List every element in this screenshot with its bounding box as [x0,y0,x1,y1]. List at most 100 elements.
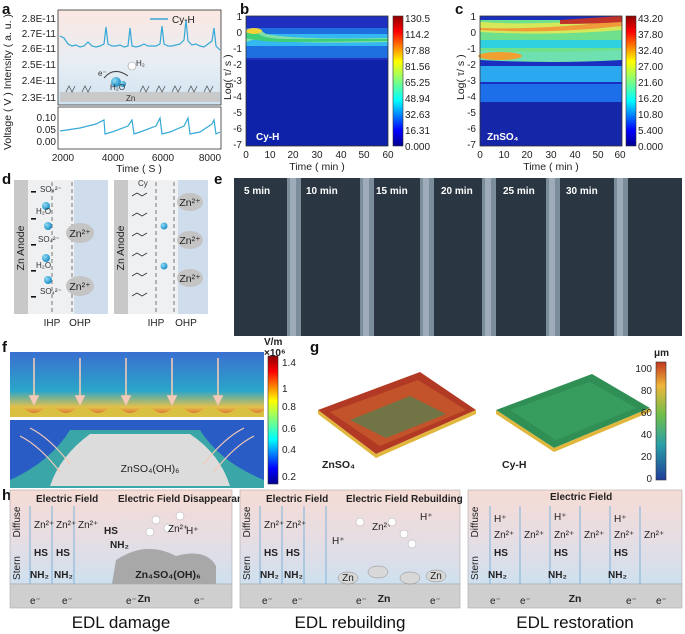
xtick: 6000 [152,153,175,164]
ytick: -3 [233,76,242,87]
inset-h2o: H₂O [110,83,125,92]
ohp-label: OHP [69,318,91,329]
ihp-label: IHP [148,318,165,329]
panel-e-micrographs: 5 min 10 min 15 min 20 min 25 min 30 min [234,178,682,336]
scale-g: 100 [635,364,652,375]
so4-label: SO₄²⁻ [38,235,60,244]
h-zn: Zn [138,593,151,605]
zn-ion: Zn²⁺ [179,235,201,247]
nh2-label: NH₂ [110,540,129,551]
heatmap-b-peak [246,28,262,34]
ytick: -7 [467,140,476,151]
zn-ion: Zn²⁺ [286,520,306,531]
panel-f-colorbar [267,355,279,485]
panel-h-edl-rebuilding: Diffuse Stern Electric Field Electric Fi… [239,489,463,632]
ytick: -4 [233,92,242,103]
time-label: 30 min [566,186,598,197]
panel-label-b: b [240,1,249,18]
panel-a-bottom-frame [57,106,222,150]
xtick: 50 [358,150,370,161]
xtick: 30 [545,150,557,161]
ytick: -5 [233,108,242,119]
reaction-arrow-icon [103,71,129,79]
scale-c: 37.80 [638,30,663,41]
scale-b: 32.63 [405,110,430,121]
electron: e⁻ [356,596,367,607]
panel-b-ylabel: Log( τ/ s ) [222,54,234,100]
panel-b-xlabel: Time ( min ) [289,161,345,173]
hplus-label: H⁺ [420,512,433,523]
panel-c-ylabel: Log( τ/ s ) [455,54,467,100]
electron: e⁻ [626,596,637,607]
cy-label: Cy [138,179,148,188]
nh2-label: NH₂ [260,570,279,581]
nh2-label: NH₂ [54,570,73,581]
time-label: 15 min [376,186,408,197]
zn-ion: Zn²⁺ [78,520,98,531]
inset-electron: e⁻ [98,69,107,78]
water-molecule-icon [111,77,121,87]
ytick: -7 [233,140,242,151]
inset-zn: Zn [126,94,135,103]
ytick: -5 [467,108,476,119]
scale-b: 16.31 [405,126,430,137]
ytick: 0 [470,28,476,39]
panel-a-inset: e⁻ H₂ H₂O Zn [60,59,220,103]
zn-particle: Zn [342,573,354,584]
zn-ion: Zn²⁺ [56,520,76,531]
h-diffuse: Diffuse [12,506,23,537]
hplus-label: H⁺ [614,514,627,525]
scale-c: 0.000 [638,142,663,153]
scale-b: 81.56 [405,62,430,73]
scale-c: 32.40 [638,46,663,57]
ytick: 2.5E-11 [22,60,57,71]
xtick: 50 [592,150,604,161]
caption-edl-damage: EDL damage [72,613,171,632]
h-disappear: Electric Field Disappearance [118,494,255,505]
panel-c-xlabel: Time ( min ) [523,161,579,173]
ytick: 2.7E-11 [22,29,57,40]
panel-label-f: f [2,339,8,356]
electron: e⁻ [292,596,303,607]
ytick: -2 [233,60,242,71]
ytick: -3 [467,76,476,87]
panel-b-yticks: 1 0 -1 -2 -3 -4 -5 -6 -7 [233,12,242,151]
ytick: 0.05 [37,125,57,136]
hs-label: HS [56,548,70,559]
ytick: -6 [233,124,242,135]
ytick: 2.3E-11 [22,93,57,104]
ytick: 1 [236,12,242,23]
panel-c-xticks: 0 10 20 30 40 50 60 [477,150,626,161]
h-ef: Electric Field [550,492,612,503]
heatmap-b-label: Cy-H [256,132,279,143]
panel-c-heatmap: ZnSO₄ [478,15,623,147]
xtick: 20 [521,150,533,161]
ytick: 1 [470,12,476,23]
xtick: 20 [287,150,299,161]
scale-b: 97.88 [405,46,430,57]
scale-b: 65.25 [405,78,430,89]
xtick: 30 [311,150,323,161]
panel-a-chart: Cy-H e⁻ H₂ H₂O Zn 2.8E-11 2.7E-11 2.6E-1… [2,9,222,175]
anode-label-right: Zn Anode [115,225,127,270]
h-diffuse: Diffuse [242,506,253,537]
h-rebuild: Electric Field Rebuilding [346,494,463,505]
h-deposit: Zn₄SO₄(OH)₆ [135,569,201,581]
zn-ion: Zn²⁺ [554,530,574,541]
panel-d-schematic: Zn Anode SO₄²⁻ SO₄²⁻ SO₄²⁻ H₂O H₂O Zn²⁺ … [14,179,208,329]
h2-bubble-icon [127,61,137,71]
zn-ion: Zn²⁺ [494,530,514,541]
time-label: 25 min [503,186,535,197]
xtick: 8000 [199,153,222,164]
panel-c-yticks: 1 0 -1 -2 -3 -4 -5 -6 -7 [467,12,476,151]
g-label-right: Cy-H [502,459,527,471]
zn-ion: Zn²⁺ [644,530,664,541]
panel-a-voltage-line [59,115,221,135]
time-label: 20 min [441,186,473,197]
xtick: 60 [382,150,394,161]
scale-c: 27.00 [638,62,663,73]
scale-b: 114.2 [405,30,430,41]
nh2-label: NH₂ [284,570,303,581]
scale-b: 48.94 [405,94,430,105]
scale-c: 5.400 [638,126,663,137]
